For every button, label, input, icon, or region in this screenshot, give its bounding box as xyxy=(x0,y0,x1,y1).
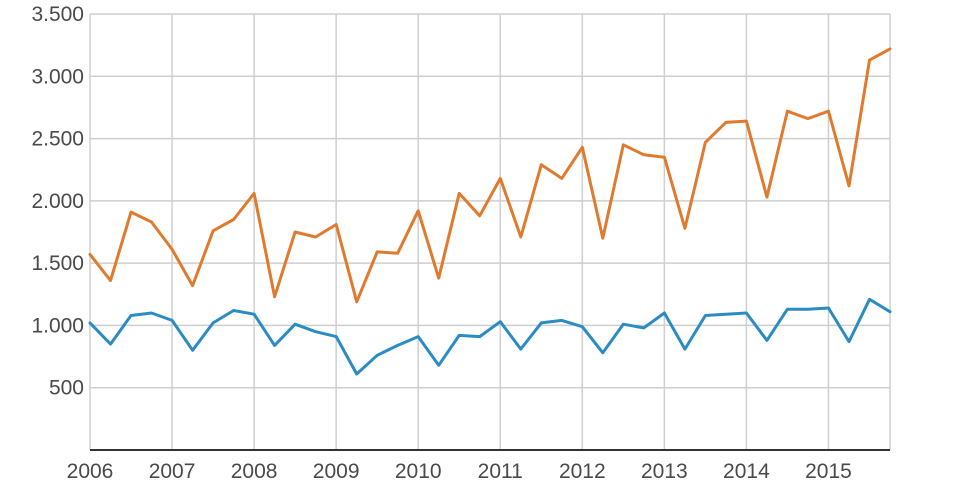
y-tick-label: 500 xyxy=(49,377,84,400)
x-tick-label: 2012 xyxy=(559,460,606,483)
y-tick-label: 2.000 xyxy=(31,190,84,213)
y-axis-tick-labels: 500 1.000 1.500 2.000 2.500 3.000 3.500 xyxy=(31,3,84,400)
x-tick-label: 2008 xyxy=(231,460,278,483)
x-tick-label: 2006 xyxy=(67,460,114,483)
x-tick-label: 2009 xyxy=(313,460,360,483)
y-tick-label: 1.500 xyxy=(31,252,84,275)
x-tick-label: 2007 xyxy=(149,460,196,483)
series-line-1 xyxy=(88,47,892,304)
series-lines xyxy=(88,47,892,376)
x-tick-label: 2011 xyxy=(478,460,523,483)
grid xyxy=(89,13,891,450)
x-tick-label: 2014 xyxy=(723,460,770,483)
series-line-2 xyxy=(88,297,892,376)
y-tick-label: 3.000 xyxy=(31,65,84,88)
y-tick-label: 3.500 xyxy=(31,3,84,26)
x-tick-label: 2010 xyxy=(395,460,442,483)
x-tick-label: 2013 xyxy=(641,460,688,483)
y-tick-label: 2.500 xyxy=(31,128,84,151)
x-axis-tick-labels: 2006 2007 2008 2009 2010 2011 2012 2013 2014 2015 xyxy=(67,460,852,483)
x-tick-label: 2015 xyxy=(805,460,852,483)
y-tick-label: 1.000 xyxy=(31,314,84,337)
